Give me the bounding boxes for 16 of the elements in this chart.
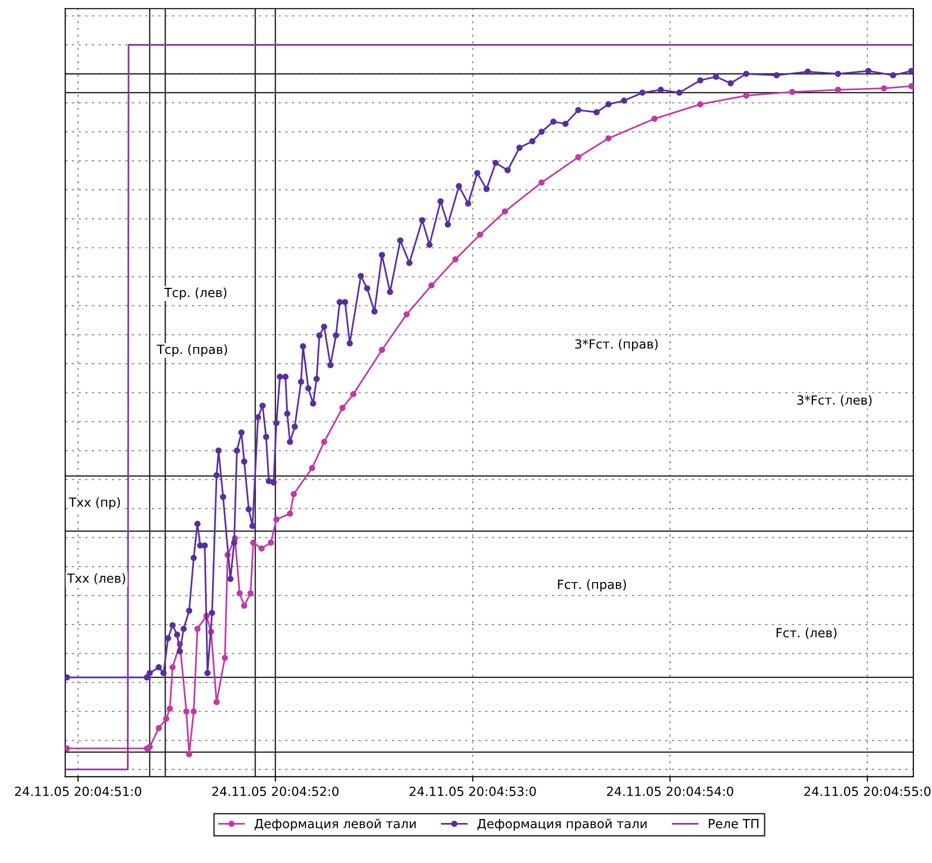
annotation: 3*Fст. (лев) bbox=[797, 395, 872, 406]
annotation: Тср. (лев) bbox=[164, 288, 226, 300]
x-tick-label: 24.11.05 20:04:52:0 bbox=[212, 786, 339, 796]
annotation: Fст. (прав) bbox=[558, 579, 626, 592]
x-tick-label: 24.11.05 20:04:51:0 bbox=[15, 786, 142, 796]
annotation: Тср. (прав) bbox=[156, 344, 228, 356]
annotation: Тхх (лев) bbox=[66, 573, 126, 584]
x-tick-label: 24.11.05 20:04:53:0 bbox=[410, 786, 536, 796]
annotation: Тхх (пр) bbox=[68, 497, 120, 510]
annotation: 3*Fст. (прав) bbox=[575, 339, 658, 352]
legend-label: Деформация правой тали bbox=[477, 818, 647, 831]
legend-label: Реле ТП bbox=[708, 819, 758, 828]
x-tick-label: 24.11.05 20:04:54:0 bbox=[607, 786, 734, 796]
x-tick-label: 24.11.05 20:04:55:0 bbox=[804, 786, 931, 796]
annotation: Fст. (лев) bbox=[776, 628, 836, 639]
legend-label: Деформация левой тали bbox=[254, 818, 416, 831]
